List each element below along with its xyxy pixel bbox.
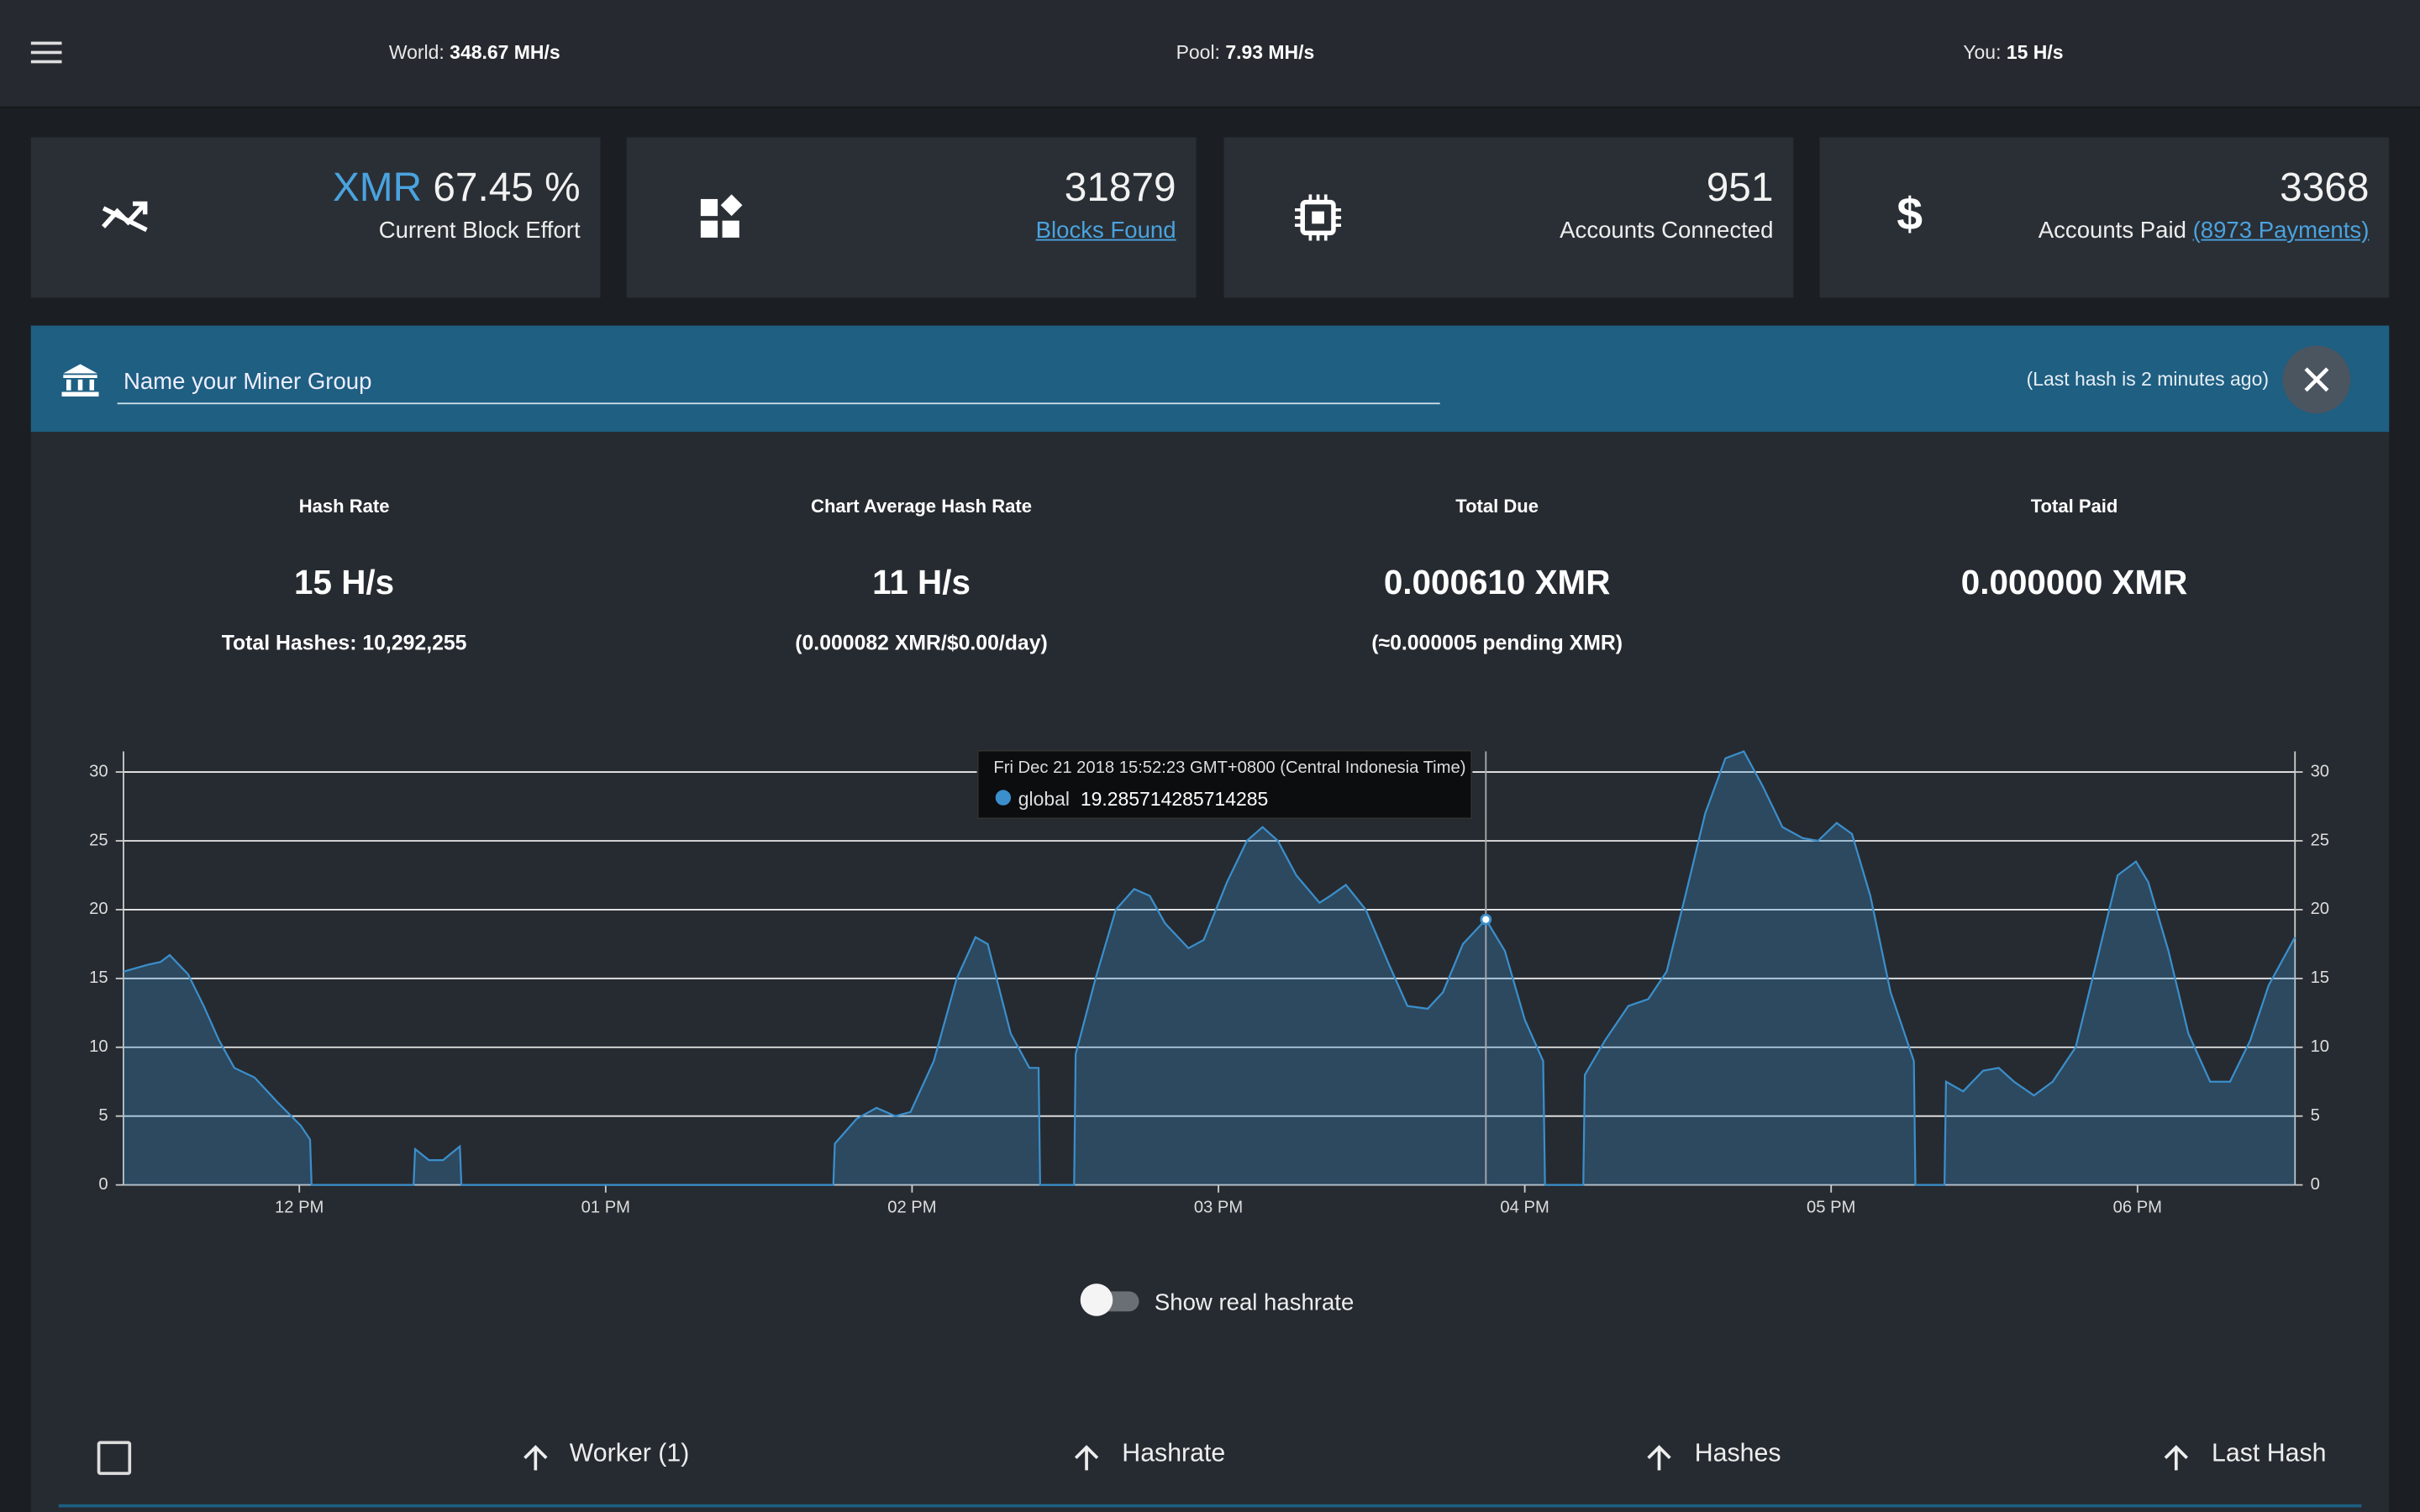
x-tick-label: 06 PM [2113,1199,2162,1217]
tooltip-swatch [995,790,1011,806]
close-button[interactable] [2281,343,2355,417]
label: You: [1963,41,2002,64]
y-tick-label: 10 [89,1037,108,1056]
summary-value: 11 H/s [872,563,971,602]
sort-icon[interactable] [520,1442,551,1473]
stat-card: $ 3368 Accounts Paid (8973 Payments) [1819,137,2390,298]
card-label: Accounts Connected [1560,217,1774,244]
value: 67.45 % [433,163,581,210]
miner-group-bar: Name your Miner Group (Last hash is 2 mi… [30,325,2390,433]
chart-tooltip: Fri Dec 21 2018 15:52:23 GMT+0800 (Centr… [976,749,1472,820]
you-rate: You: 15 H/s [1963,42,2063,64]
tooltip-row: global 19.285714285714285 [1018,789,1269,811]
effort-icon [102,201,148,233]
pool-rate: Pool: 7.93 MH/s [1176,42,1315,64]
dollar-icon: $ [1897,189,1923,241]
label: Accounts Paid [2038,217,2186,244]
main-panel [30,432,2390,1512]
area-fill [123,751,2296,1185]
sort-icon[interactable] [2160,1442,2191,1473]
y2-tick-label: 30 [2311,762,2329,780]
y2-tick-label: 10 [2311,1037,2329,1056]
tooltip-series: global [1018,788,1071,811]
sort-icon[interactable] [1071,1442,1102,1473]
blocks-icon [700,194,743,238]
x-tick-label: 03 PM [1194,1199,1243,1217]
area-line [123,750,2296,1186]
real-hashrate-toggle[interactable] [1080,1284,1139,1316]
y-tick-label: 0 [98,1175,108,1194]
y2-tick-label: 20 [2311,900,2329,918]
group-name-input[interactable]: Name your Miner Group [117,354,1440,405]
y2-tick-label: 0 [2311,1175,2320,1194]
summary-note: (≈0.000005 pending XMR) [1371,631,1623,654]
top-bar: World: 348.67 MH/s Pool: 7.93 MH/s You: … [0,0,2420,108]
stat-card: 951 Accounts Connected [1223,137,1794,298]
y-tick-label: 20 [89,900,108,918]
y-tick-label: 30 [89,762,108,780]
card-link[interactable]: Blocks Found [1035,217,1176,244]
tooltip-title: Fri Dec 21 2018 15:52:23 GMT+0800 (Centr… [993,759,1466,778]
toggle-label: Show real hashrate [1154,1289,1355,1316]
world-rate: World: 348.67 MH/s [389,42,560,64]
cpu-icon [1295,194,1342,241]
card-label: Accounts Paid (8973 Payments) [2039,218,2370,244]
label: World: [388,41,445,64]
tooltip-value: 19.285714285714285 [1080,788,1269,811]
summary-note: Total Hashes: 10,292,255 [221,631,467,654]
value: 7.93 MH/s [1225,41,1315,64]
placeholder: Name your Miner Group [123,368,372,396]
y2-tick-label: 15 [2311,969,2329,987]
summary-title: Hash Rate [298,495,390,517]
last-hash-note: (Last hash is 2 minutes ago) [2026,368,2270,391]
y2-tick-label: 5 [2311,1106,2320,1125]
y-tick-label: 15 [89,969,108,987]
summary-value: 0.000000 XMR [1960,563,2188,602]
y-tick-label: 25 [89,831,108,849]
table-rule [58,1504,2362,1508]
column-header[interactable]: Last Hash [2212,1439,2327,1467]
card-value: 31879 [1064,163,1176,210]
payments-link[interactable]: (8973 Payments) [2192,217,2370,244]
column-header[interactable]: Worker (1) [569,1439,690,1467]
card-value: 3368 [2280,163,2370,210]
hashrate-chart: 0 5 10 15 20 25 30 0 5 10 15 20 25 30 12 PM 01 PM 02 PM 0… [89,750,2329,1217]
label: Pool: [1176,41,1220,64]
value: 15 H/s [2006,41,2064,64]
summary-note: (0.000082 XMR/$0.00/day) [795,631,1048,654]
column-header[interactable]: Hashes [1694,1439,1781,1467]
y-tick-label: 5 [98,1106,108,1125]
hover-point [1480,913,1492,926]
x-tick-label: 05 PM [1807,1199,1855,1217]
prefix: XMR [332,163,423,210]
toggle-knob [1080,1284,1113,1316]
summary-title: Chart Average Hash Rate [811,495,1033,517]
menu-icon[interactable] [30,40,64,66]
sort-icon[interactable] [1644,1442,1675,1473]
card-value: 951 [1706,163,1774,210]
column-header[interactable]: Hashrate [1122,1439,1226,1467]
card-label: Current Block Effort [378,217,581,244]
summary-title: Total Due [1455,495,1539,517]
stat-card: XMR 67.45 % Current Block Effort [30,137,601,298]
x-tick-label: 04 PM [1500,1199,1549,1217]
summary-value: 15 H/s [294,563,395,602]
select-all-checkbox[interactable] [97,1441,132,1475]
bank-icon [61,364,99,397]
summary-title: Total Paid [2030,495,2118,517]
card-value: XMR 67.45 % [333,164,581,212]
y2-tick-label: 25 [2311,831,2329,849]
x-tick-label: 02 PM [887,1199,936,1217]
stat-card: 31879 Blocks Found [626,137,1197,298]
summary-value: 0.000610 XMR [1383,563,1611,602]
x-tick-label: 01 PM [581,1199,630,1217]
x-tick-label: 12 PM [275,1199,324,1217]
value: 348.67 MH/s [450,41,560,64]
